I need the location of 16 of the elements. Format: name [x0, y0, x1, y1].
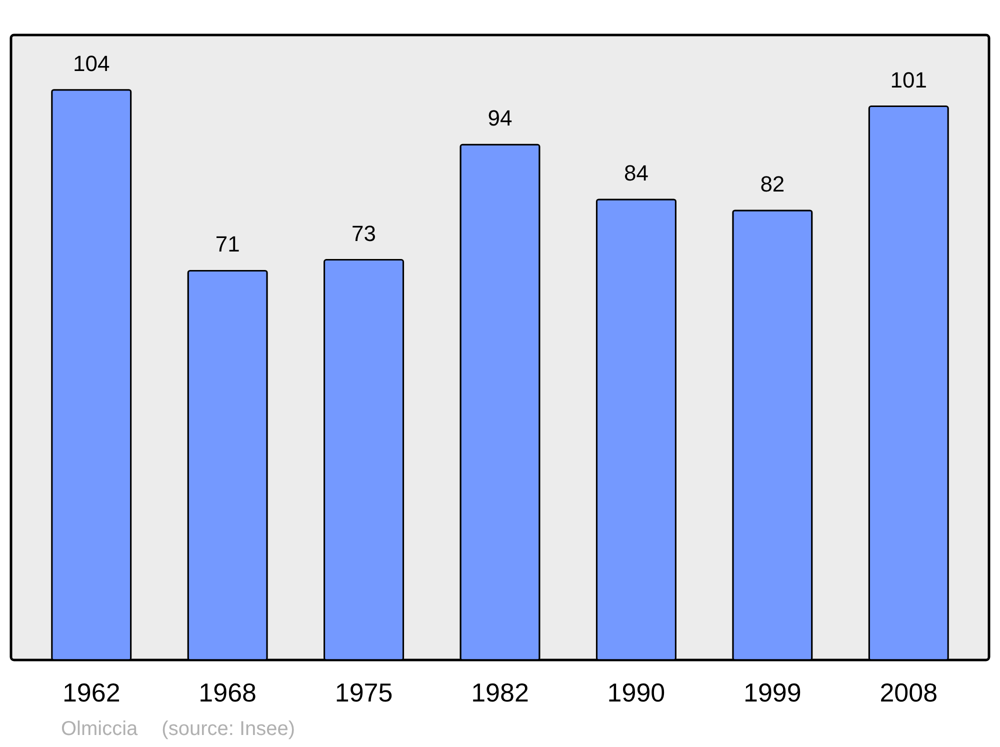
data-label: 73 [352, 220, 376, 246]
data-label: 82 [760, 171, 785, 196]
data-label: 94 [488, 106, 512, 131]
x-tick-label: 1975 [334, 678, 393, 708]
data-label: 71 [215, 232, 240, 257]
x-tick-label: 1962 [62, 678, 120, 708]
x-tick-label: 1968 [198, 678, 256, 708]
x-tick-label: 2008 [880, 678, 938, 708]
text: (source: Insee) [162, 718, 296, 741]
x-tick-label: 1999 [744, 678, 802, 708]
data-label: 84 [624, 160, 648, 186]
data-label: 104 [73, 50, 110, 76]
text: Olmiccia [61, 718, 138, 741]
data-label: 101 [890, 67, 927, 92]
x-tick-label: 1990 [607, 678, 666, 708]
x-tick-label: 1982 [471, 678, 529, 708]
